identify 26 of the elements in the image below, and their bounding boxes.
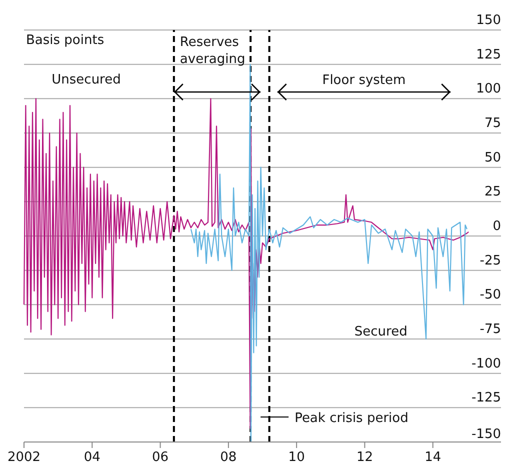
x-tick-label: 08	[220, 450, 237, 465]
y-tick-label: 75	[484, 116, 501, 131]
y-tick-label: 125	[476, 47, 501, 62]
annotation: Reserves averaging	[180, 35, 246, 67]
y-tick-label: 25	[484, 184, 501, 200]
x-tick-label: 2002	[7, 450, 41, 465]
x-tick-label: 06	[152, 450, 169, 465]
x-tick-label: 14	[424, 450, 442, 465]
y-tick-label: 0	[492, 219, 501, 234]
y-tick-label: -25	[480, 253, 501, 268]
y-tick-label: 50	[484, 150, 501, 166]
y-tick-label: -125	[471, 390, 501, 406]
y-tick-label: 100	[476, 82, 501, 97]
y-tick-label: -50	[480, 288, 501, 303]
x-tick-label: 04	[84, 450, 100, 465]
y-axis-title: Basis points	[26, 33, 104, 48]
y-tick-label: 150	[476, 13, 501, 28]
series-label: Unsecured	[52, 72, 121, 88]
x-tick-label: 10	[288, 450, 305, 465]
annotation: Floor system	[322, 73, 406, 88]
series-label: Secured	[354, 324, 408, 340]
annotation: Peak crisis period	[294, 411, 408, 426]
y-tick-label: -100	[471, 356, 501, 372]
y-tick-label: -150	[471, 427, 501, 442]
x-tick-label: 12	[356, 450, 373, 465]
y-tick-label: -75	[480, 322, 501, 337]
